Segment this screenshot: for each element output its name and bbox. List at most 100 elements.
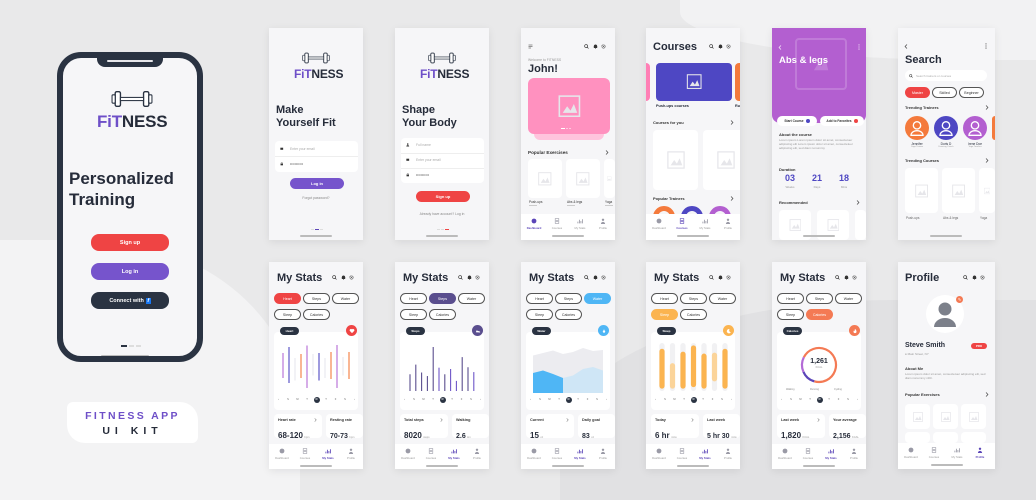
stat-card[interactable]: Today 6 hr mins bbox=[651, 414, 699, 440]
day-selector[interactable]: T bbox=[306, 398, 308, 401]
nav-item-dashboard[interactable]: Dashboard bbox=[398, 448, 418, 460]
chip-steps[interactable]: Steps bbox=[555, 293, 582, 304]
chip-heart[interactable]: Heart bbox=[400, 293, 427, 304]
gear-icon[interactable] bbox=[601, 44, 606, 49]
chevron-right-icon[interactable] bbox=[314, 418, 317, 422]
chip-sleep[interactable]: Sleep bbox=[526, 309, 553, 320]
nav-item-profile[interactable]: Profile bbox=[718, 448, 738, 460]
day-selector[interactable]: S bbox=[790, 398, 792, 401]
trainer-avatar[interactable] bbox=[963, 116, 987, 140]
gear-icon[interactable] bbox=[980, 275, 985, 280]
day-selector[interactable]: S bbox=[470, 398, 472, 401]
bell-icon[interactable] bbox=[844, 275, 849, 280]
day-selector[interactable]: F bbox=[586, 398, 589, 401]
exercise-card[interactable] bbox=[933, 432, 958, 443]
stat-card[interactable]: Heart rate 68-120 bpm bbox=[274, 414, 322, 440]
forgot-password-link[interactable]: Forgot password? bbox=[302, 196, 330, 200]
chip-water[interactable]: Water bbox=[835, 293, 862, 304]
day-selector[interactable]: S bbox=[413, 398, 415, 401]
nav-item-dashboard[interactable]: Dashboard bbox=[649, 218, 669, 230]
more-icon[interactable] bbox=[858, 44, 860, 50]
day-selector[interactable]: S bbox=[596, 398, 598, 401]
chip-steps[interactable]: Steps bbox=[303, 293, 330, 304]
search-icon[interactable] bbox=[963, 275, 968, 280]
day-selector[interactable]: S bbox=[721, 398, 723, 401]
menu-icon[interactable] bbox=[528, 44, 533, 49]
gear-icon[interactable] bbox=[349, 275, 354, 280]
login-button[interactable]: Log in bbox=[91, 263, 169, 280]
search-icon[interactable] bbox=[332, 275, 337, 280]
trainer-avatar[interactable] bbox=[905, 116, 929, 140]
day-selector[interactable]: M bbox=[799, 398, 802, 401]
exercise-card[interactable] bbox=[566, 159, 600, 198]
course-card[interactable] bbox=[979, 168, 995, 213]
prev-week-button[interactable]: ‹ bbox=[530, 398, 531, 401]
chip-water[interactable]: Water bbox=[332, 293, 359, 304]
chip-sleep[interactable]: Sleep bbox=[777, 309, 804, 320]
password-field[interactable]: ••••••••••• bbox=[416, 173, 430, 177]
next-week-button[interactable]: › bbox=[731, 398, 732, 401]
bell-icon[interactable] bbox=[593, 275, 598, 280]
start-course-button[interactable]: Start Course bbox=[777, 116, 817, 126]
exercise-card[interactable] bbox=[905, 432, 930, 443]
day-selector[interactable]: T bbox=[683, 398, 685, 401]
search-icon[interactable] bbox=[584, 275, 589, 280]
chip-heart[interactable]: Heart bbox=[526, 293, 553, 304]
gear-icon[interactable] bbox=[601, 275, 606, 280]
next-course-card[interactable] bbox=[735, 63, 740, 101]
nav-item-my-stats[interactable]: My Stats bbox=[947, 447, 967, 459]
trainer-avatar[interactable] bbox=[992, 116, 995, 140]
chevron-right-icon[interactable] bbox=[691, 418, 694, 422]
nav-item-profile[interactable]: Profile bbox=[718, 218, 738, 230]
day-selector[interactable]: M bbox=[422, 398, 425, 401]
nav-item-dashboard[interactable]: Dashboard bbox=[272, 448, 292, 460]
day-selector[interactable]: T bbox=[702, 398, 704, 401]
course-card[interactable] bbox=[942, 168, 975, 213]
chevron-right-icon[interactable] bbox=[730, 196, 734, 201]
day-selector[interactable]: S bbox=[344, 398, 346, 401]
exercise-card[interactable] bbox=[905, 404, 930, 429]
day-selector[interactable]: S bbox=[847, 398, 849, 401]
chip-water[interactable]: Water bbox=[584, 293, 611, 304]
chip-heart[interactable]: Heart bbox=[274, 293, 301, 304]
back-icon[interactable] bbox=[778, 45, 782, 50]
day-selector[interactable]: W bbox=[565, 397, 572, 403]
chip-steps[interactable]: Steps bbox=[429, 293, 456, 304]
day-selector[interactable]: M bbox=[296, 398, 299, 401]
hero-card[interactable] bbox=[528, 78, 610, 134]
nav-item-dashboard[interactable]: Dashboard bbox=[524, 448, 544, 460]
nav-item-my-stats[interactable]: My Stats bbox=[570, 218, 590, 230]
chip-calories[interactable]: Calories bbox=[555, 309, 582, 320]
chevron-right-icon[interactable] bbox=[605, 150, 609, 155]
day-selector[interactable]: T bbox=[451, 398, 453, 401]
nav-item-courses[interactable]: Courses bbox=[798, 448, 818, 460]
course-card[interactable] bbox=[905, 168, 938, 213]
full-name-field[interactable]: Full name bbox=[416, 143, 431, 147]
chip-water[interactable]: Water bbox=[458, 293, 485, 304]
day-selector[interactable]: F bbox=[837, 398, 840, 401]
search-icon[interactable] bbox=[709, 44, 714, 49]
prev-week-button[interactable]: ‹ bbox=[278, 398, 279, 401]
bell-icon[interactable] bbox=[593, 44, 598, 49]
chip-steps[interactable]: Steps bbox=[680, 293, 707, 304]
gear-icon[interactable] bbox=[852, 275, 857, 280]
chip-calories[interactable]: Calories bbox=[429, 309, 456, 320]
chevron-right-icon[interactable] bbox=[817, 418, 820, 422]
nav-item-dashboard[interactable]: Dashboard bbox=[901, 447, 921, 459]
recommended-card[interactable] bbox=[855, 210, 866, 240]
nav-item-courses[interactable]: Courses bbox=[295, 448, 315, 460]
nav-item-courses[interactable]: Courses bbox=[547, 218, 567, 230]
search-icon[interactable] bbox=[584, 44, 589, 49]
nav-item-courses[interactable]: Courses bbox=[672, 218, 692, 230]
nav-item-profile[interactable]: Profile bbox=[467, 448, 487, 460]
nav-item-courses[interactable]: Courses bbox=[924, 447, 944, 459]
day-selector[interactable]: T bbox=[828, 398, 830, 401]
next-week-button[interactable]: › bbox=[354, 398, 355, 401]
chip-calories[interactable]: Calories bbox=[303, 309, 330, 320]
edit-avatar-icon[interactable]: ✎ bbox=[956, 296, 963, 303]
nav-item-my-stats[interactable]: My Stats bbox=[695, 448, 715, 460]
day-selector[interactable]: W bbox=[816, 397, 823, 403]
day-selector[interactable]: T bbox=[809, 398, 811, 401]
bell-icon[interactable] bbox=[718, 275, 723, 280]
nav-item-courses[interactable]: Courses bbox=[547, 448, 567, 460]
